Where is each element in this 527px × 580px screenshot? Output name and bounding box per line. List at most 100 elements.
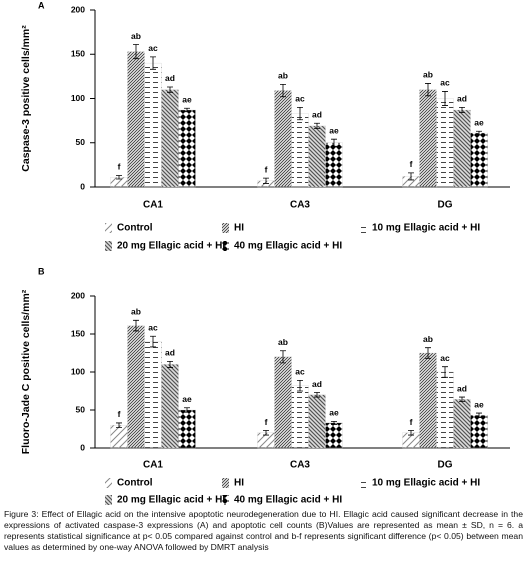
bar (325, 142, 343, 188)
significance-label: ad (457, 94, 467, 104)
significance-label: ad (457, 383, 467, 393)
bar (161, 89, 179, 188)
y-axis-label: Caspase-3 positive cells/mm² (20, 25, 32, 172)
bar (291, 113, 309, 188)
x-tick-label: DG (438, 200, 453, 211)
bar (436, 371, 454, 449)
significance-label: ac (148, 323, 158, 333)
significance-label: ae (329, 408, 339, 418)
significance-label: ad (165, 73, 175, 83)
error-bar (297, 379, 303, 392)
bar (178, 409, 196, 449)
significance-label: f (410, 159, 413, 169)
error-bar (408, 172, 414, 181)
y-tick-label: 0 (80, 181, 85, 191)
bar (127, 325, 145, 449)
significance-label: ac (295, 94, 305, 104)
significance-label: ab (423, 334, 433, 344)
x-tick-label: CA1 (143, 200, 163, 211)
x-tick-label: CA3 (290, 460, 310, 471)
error-bar (280, 83, 286, 98)
bar (470, 132, 488, 188)
bar (419, 89, 437, 188)
error-bar (331, 421, 337, 425)
significance-label: f (265, 417, 268, 427)
error-bar (442, 366, 448, 378)
bar (470, 415, 488, 449)
legend-swatch (105, 495, 112, 505)
bar (436, 98, 454, 188)
caption: Figure 3: Effect of Ellagic acid on the … (4, 509, 523, 552)
x-tick-label: CA3 (290, 200, 310, 211)
bar (308, 125, 326, 188)
bar (144, 341, 162, 449)
significance-label: f (410, 417, 413, 427)
y-tick-label: 0 (80, 442, 85, 452)
legend-label: 10 mg Ellagic acid + HI (372, 223, 480, 234)
error-bar (425, 83, 431, 97)
legend-label: HI (234, 478, 244, 489)
error-bar (425, 347, 431, 359)
significance-label: ae (474, 117, 484, 127)
error-bar (263, 430, 269, 436)
significance-label: f (118, 409, 121, 419)
significance-label: ae (474, 399, 484, 409)
legend-label: 40 mg Ellagic acid + HI (234, 241, 342, 252)
y-tick-label: 50 (76, 404, 86, 414)
error-bar (184, 107, 190, 113)
legend-label: 20 mg Ellagic acid + HI (117, 241, 225, 252)
panel-label: A (38, 0, 45, 10)
bar (110, 425, 128, 449)
error-bar (184, 407, 190, 413)
significance-label: ac (295, 367, 305, 377)
error-bar (476, 412, 482, 418)
x-tick-label: DG (438, 460, 453, 471)
y-tick-label: 200 (71, 4, 85, 14)
error-bar (314, 122, 320, 129)
significance-label: ae (182, 394, 192, 404)
legend-label: HI (234, 223, 244, 234)
significance-label: ad (312, 110, 322, 120)
y-tick-label: 50 (76, 137, 86, 147)
bar (274, 356, 292, 449)
significance-label: ad (312, 379, 322, 389)
error-bar (459, 106, 465, 114)
error-bar (167, 86, 173, 93)
error-bar (133, 44, 139, 60)
significance-label: ad (165, 348, 175, 358)
error-bar (331, 138, 337, 147)
legend-swatch (105, 241, 112, 251)
significance-label: f (265, 164, 268, 174)
legend-label: 40 mg Ellagic acid + HI (234, 495, 342, 505)
bar (453, 399, 471, 449)
legend-swatch (222, 241, 229, 251)
y-tick-label: 200 (71, 290, 85, 300)
significance-label: ab (278, 337, 288, 347)
legend-swatch (360, 223, 367, 233)
significance-label: ab (423, 70, 433, 80)
bar (127, 51, 145, 188)
error-bar (459, 396, 465, 403)
bar (419, 352, 437, 449)
y-tick-label: 100 (71, 93, 85, 103)
error-bar (297, 106, 303, 121)
significance-label: ab (131, 307, 141, 317)
error-bar (150, 335, 156, 348)
error-bar (150, 56, 156, 70)
error-bar (263, 177, 269, 184)
error-bar (476, 130, 482, 136)
legend-label: 10 mg Ellagic acid + HI (372, 478, 480, 489)
legend-swatch (360, 478, 367, 488)
significance-label: ac (440, 78, 450, 88)
y-tick-label: 100 (71, 366, 85, 376)
error-bar (442, 91, 448, 106)
significance-label: f (118, 162, 121, 172)
significance-label: ae (329, 125, 339, 135)
error-bar (133, 319, 139, 332)
bar (161, 364, 179, 449)
significance-label: ab (131, 31, 141, 41)
bar (453, 109, 471, 188)
legend-swatch (222, 223, 229, 233)
legend-swatch (105, 478, 112, 488)
